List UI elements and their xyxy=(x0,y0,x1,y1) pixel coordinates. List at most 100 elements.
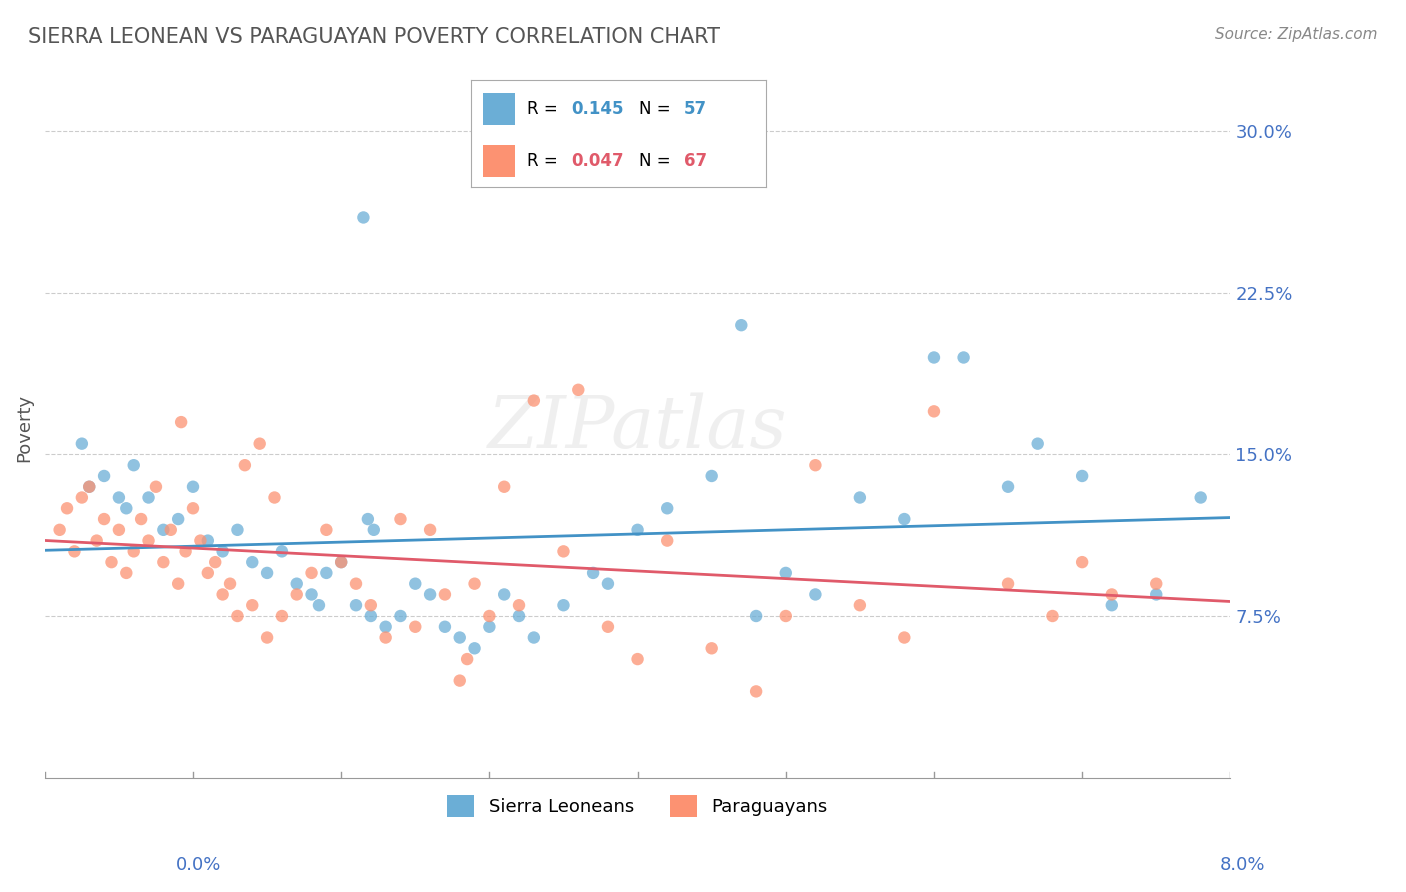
Point xyxy=(419,587,441,601)
Point xyxy=(93,469,115,483)
Text: Source: ZipAtlas.com: Source: ZipAtlas.com xyxy=(1215,27,1378,42)
Point xyxy=(240,599,263,613)
Point xyxy=(285,587,308,601)
Point xyxy=(330,555,353,569)
Point xyxy=(115,501,138,516)
Point xyxy=(952,351,974,365)
Point xyxy=(389,609,412,624)
Point xyxy=(315,523,337,537)
Point xyxy=(363,523,385,537)
Point xyxy=(77,480,100,494)
Bar xyxy=(482,145,516,177)
Point xyxy=(494,480,516,494)
Text: 0.145: 0.145 xyxy=(571,100,624,118)
Point xyxy=(596,620,619,634)
Point xyxy=(344,599,367,613)
Point xyxy=(626,523,648,537)
Point xyxy=(700,641,723,656)
Text: N =: N = xyxy=(640,100,676,118)
Point xyxy=(404,620,426,634)
Point xyxy=(626,652,648,666)
Point xyxy=(523,393,546,408)
Point xyxy=(553,599,575,613)
Point xyxy=(63,544,86,558)
Text: 0.0%: 0.0% xyxy=(176,856,221,874)
Y-axis label: Poverty: Poverty xyxy=(15,393,32,461)
Point xyxy=(301,566,323,580)
Point xyxy=(138,491,160,505)
Point xyxy=(240,555,263,569)
Point xyxy=(219,576,242,591)
Point xyxy=(849,491,872,505)
Point xyxy=(263,491,285,505)
Text: 8.0%: 8.0% xyxy=(1220,856,1265,874)
Point xyxy=(433,620,456,634)
Point xyxy=(204,555,226,569)
Point xyxy=(167,512,190,526)
Text: 0.047: 0.047 xyxy=(571,152,624,169)
Point xyxy=(226,523,249,537)
Text: SIERRA LEONEAN VS PARAGUAYAN POVERTY CORRELATION CHART: SIERRA LEONEAN VS PARAGUAYAN POVERTY COR… xyxy=(28,27,720,46)
Point xyxy=(775,566,797,580)
Point xyxy=(152,555,174,569)
Point xyxy=(997,576,1019,591)
Point xyxy=(271,609,294,624)
Point xyxy=(456,652,478,666)
Point xyxy=(211,587,233,601)
Point xyxy=(93,512,115,526)
Point xyxy=(197,566,219,580)
Point xyxy=(233,458,256,473)
Point xyxy=(108,523,131,537)
Point xyxy=(553,544,575,558)
Point xyxy=(70,491,93,505)
Point xyxy=(494,587,516,601)
Point xyxy=(657,501,679,516)
Point xyxy=(745,684,768,698)
Point xyxy=(70,436,93,450)
Point xyxy=(596,576,619,591)
Point xyxy=(360,599,382,613)
Point xyxy=(301,587,323,601)
Bar xyxy=(482,93,516,125)
Point xyxy=(56,501,79,516)
Point xyxy=(1071,469,1094,483)
Point xyxy=(108,491,131,505)
Point xyxy=(77,480,100,494)
Point xyxy=(197,533,219,548)
Point xyxy=(1144,587,1167,601)
Point xyxy=(893,631,915,645)
Point xyxy=(464,576,486,591)
Point xyxy=(582,566,605,580)
Point xyxy=(775,609,797,624)
Point xyxy=(730,318,752,333)
Point xyxy=(170,415,193,429)
Point xyxy=(167,576,190,591)
Point xyxy=(159,523,181,537)
Point xyxy=(256,631,278,645)
Text: R =: R = xyxy=(527,152,564,169)
Point xyxy=(100,555,122,569)
Text: 57: 57 xyxy=(683,100,707,118)
Point xyxy=(849,599,872,613)
Point xyxy=(285,576,308,591)
Point xyxy=(804,587,827,601)
Point xyxy=(138,533,160,548)
Point xyxy=(115,566,138,580)
Point xyxy=(181,480,204,494)
Point xyxy=(1042,609,1064,624)
Point xyxy=(86,533,108,548)
Text: N =: N = xyxy=(640,152,676,169)
Point xyxy=(122,544,145,558)
Point xyxy=(152,523,174,537)
Legend: Sierra Leoneans, Paraguayans: Sierra Leoneans, Paraguayans xyxy=(440,788,835,824)
Point xyxy=(174,544,197,558)
Point xyxy=(464,641,486,656)
Point xyxy=(404,576,426,591)
Point xyxy=(190,533,212,548)
Point xyxy=(256,566,278,580)
Point xyxy=(330,555,353,569)
Point xyxy=(523,631,546,645)
Point xyxy=(226,609,249,624)
Point xyxy=(508,599,530,613)
Point xyxy=(508,609,530,624)
